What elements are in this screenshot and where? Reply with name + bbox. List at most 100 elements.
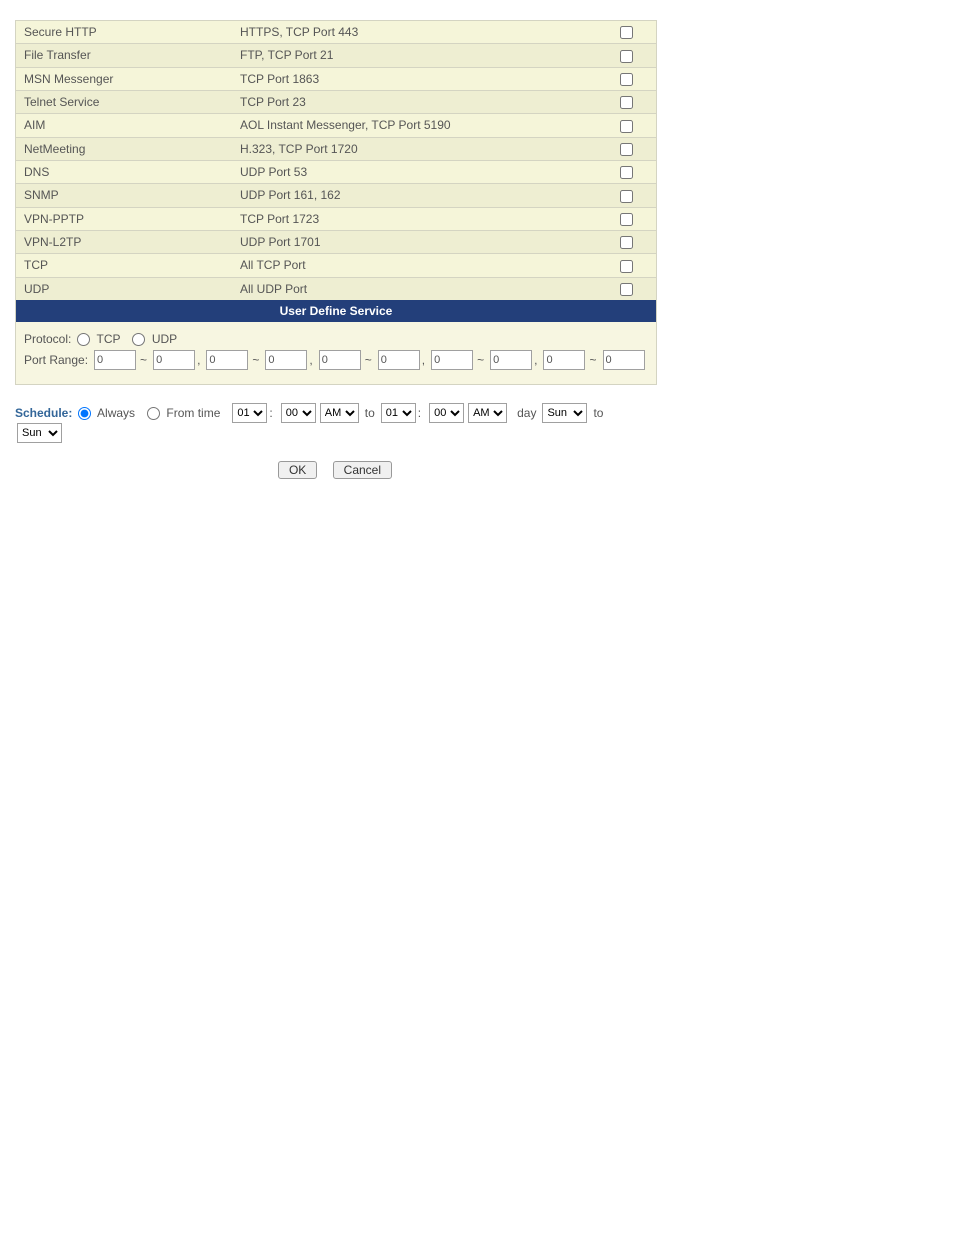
- service-checkbox[interactable]: [620, 260, 633, 273]
- service-row: SNMPUDP Port 161, 162: [16, 184, 656, 207]
- service-checkbox[interactable]: [620, 283, 633, 296]
- service-checkbox[interactable]: [620, 236, 633, 249]
- service-row: TCPAll TCP Port: [16, 254, 656, 277]
- service-row: MSN MessengerTCP Port 1863: [16, 67, 656, 90]
- service-row: VPN-L2TPUDP Port 1701: [16, 230, 656, 253]
- day-from-select[interactable]: SunMonTueWedThuFriSat: [542, 403, 587, 423]
- protocol-tcp-radio[interactable]: [77, 333, 90, 346]
- service-checkbox[interactable]: [620, 26, 633, 39]
- service-checkbox-cell: [600, 160, 656, 183]
- to-minute-select[interactable]: 000510152025303540455055: [429, 403, 464, 423]
- to-ampm-select[interactable]: AMPM: [468, 403, 507, 423]
- day-to-label: to: [593, 406, 603, 420]
- schedule-section: Schedule: Always From time 0102030405060…: [15, 399, 655, 491]
- service-name: VPN-L2TP: [16, 230, 232, 253]
- port-range-from[interactable]: [543, 350, 585, 370]
- service-checkbox-cell: [600, 44, 656, 67]
- user-define-header: User Define Service: [16, 300, 656, 322]
- protocol-tcp-option[interactable]: TCP: [77, 332, 126, 346]
- service-name: Secure HTTP: [16, 21, 232, 44]
- service-row: UDPAll UDP Port: [16, 277, 656, 300]
- service-checkbox-cell: [600, 207, 656, 230]
- service-checkbox[interactable]: [620, 213, 633, 226]
- port-range-label: Port Range:: [24, 353, 88, 367]
- service-checkbox-cell: [600, 277, 656, 300]
- service-description: TCP Port 1723: [232, 207, 600, 230]
- service-description: HTTPS, TCP Port 443: [232, 21, 600, 44]
- schedule-fromtime-radio[interactable]: [147, 407, 160, 420]
- service-description: AOL Instant Messenger, TCP Port 5190: [232, 114, 600, 137]
- protocol-udp-radio[interactable]: [132, 333, 145, 346]
- schedule-fromtime-option[interactable]: From time: [147, 406, 226, 420]
- port-range-separator: ,: [197, 353, 200, 367]
- from-hour-select[interactable]: 010203040506070809101112: [232, 403, 267, 423]
- day-to-select[interactable]: SunMonTueWedThuFriSat: [17, 423, 62, 443]
- cancel-button[interactable]: Cancel: [333, 461, 392, 479]
- service-description: TCP Port 1863: [232, 67, 600, 90]
- schedule-always-label: Always: [97, 406, 135, 420]
- service-row: DNSUDP Port 53: [16, 160, 656, 183]
- service-checkbox[interactable]: [620, 143, 633, 156]
- port-range-tilde: ~: [140, 353, 147, 367]
- from-ampm-select[interactable]: AMPM: [320, 403, 359, 423]
- schedule-label: Schedule:: [15, 406, 72, 420]
- service-description: All TCP Port: [232, 254, 600, 277]
- port-range-to[interactable]: [153, 350, 195, 370]
- service-description: UDP Port 53: [232, 160, 600, 183]
- protocol-udp-option[interactable]: UDP: [132, 332, 183, 346]
- schedule-always-radio[interactable]: [78, 407, 91, 420]
- service-description: TCP Port 23: [232, 90, 600, 113]
- service-name: SNMP: [16, 184, 232, 207]
- port-range-to[interactable]: [490, 350, 532, 370]
- day-label: day: [517, 406, 536, 420]
- service-name: NetMeeting: [16, 137, 232, 160]
- service-description: UDP Port 161, 162: [232, 184, 600, 207]
- service-checkbox-cell: [600, 184, 656, 207]
- button-row: OK Cancel: [15, 461, 655, 479]
- protocol-row: Protocol: TCP UDP: [24, 332, 648, 346]
- protocol-label: Protocol:: [24, 332, 71, 346]
- port-range-from[interactable]: [94, 350, 136, 370]
- service-description: H.323, TCP Port 1720: [232, 137, 600, 160]
- service-checkbox[interactable]: [620, 190, 633, 203]
- service-name: TCP: [16, 254, 232, 277]
- from-minute-select[interactable]: 000510152025303540455055: [281, 403, 316, 423]
- port-range-from[interactable]: [206, 350, 248, 370]
- port-range-to[interactable]: [265, 350, 307, 370]
- service-name: UDP: [16, 277, 232, 300]
- service-checkbox[interactable]: [620, 73, 633, 86]
- port-range-to[interactable]: [603, 350, 645, 370]
- port-range-separator: ,: [422, 353, 425, 367]
- schedule-always-option[interactable]: Always: [78, 406, 141, 420]
- service-row: VPN-PPTPTCP Port 1723: [16, 207, 656, 230]
- service-checkbox[interactable]: [620, 120, 633, 133]
- service-row: NetMeetingH.323, TCP Port 1720: [16, 137, 656, 160]
- service-checkbox[interactable]: [620, 96, 633, 109]
- service-description: UDP Port 1701: [232, 230, 600, 253]
- to-hour-select[interactable]: 010203040506070809101112: [381, 403, 416, 423]
- service-checkbox-cell: [600, 90, 656, 113]
- ok-button[interactable]: OK: [278, 461, 317, 479]
- service-checkbox-cell: [600, 137, 656, 160]
- service-checkbox[interactable]: [620, 50, 633, 63]
- port-range-tilde: ~: [589, 353, 596, 367]
- services-table: Secure HTTPHTTPS, TCP Port 443File Trans…: [16, 21, 656, 300]
- port-range-tilde: ~: [365, 353, 372, 367]
- service-name: VPN-PPTP: [16, 207, 232, 230]
- port-range-tilde: ~: [477, 353, 484, 367]
- port-range-from[interactable]: [319, 350, 361, 370]
- colon-1: :: [269, 406, 272, 420]
- port-range-separator: ,: [309, 353, 312, 367]
- port-range-from[interactable]: [431, 350, 473, 370]
- service-checkbox-cell: [600, 67, 656, 90]
- schedule-fromtime-label: From time: [166, 406, 220, 420]
- service-name: DNS: [16, 160, 232, 183]
- service-checkbox-cell: [600, 114, 656, 137]
- to-time-label: to: [365, 406, 375, 420]
- service-name: AIM: [16, 114, 232, 137]
- protocol-tcp-label: TCP: [96, 332, 120, 346]
- services-panel: Secure HTTPHTTPS, TCP Port 443File Trans…: [15, 20, 657, 385]
- service-row: Secure HTTPHTTPS, TCP Port 443: [16, 21, 656, 44]
- service-checkbox[interactable]: [620, 166, 633, 179]
- port-range-to[interactable]: [378, 350, 420, 370]
